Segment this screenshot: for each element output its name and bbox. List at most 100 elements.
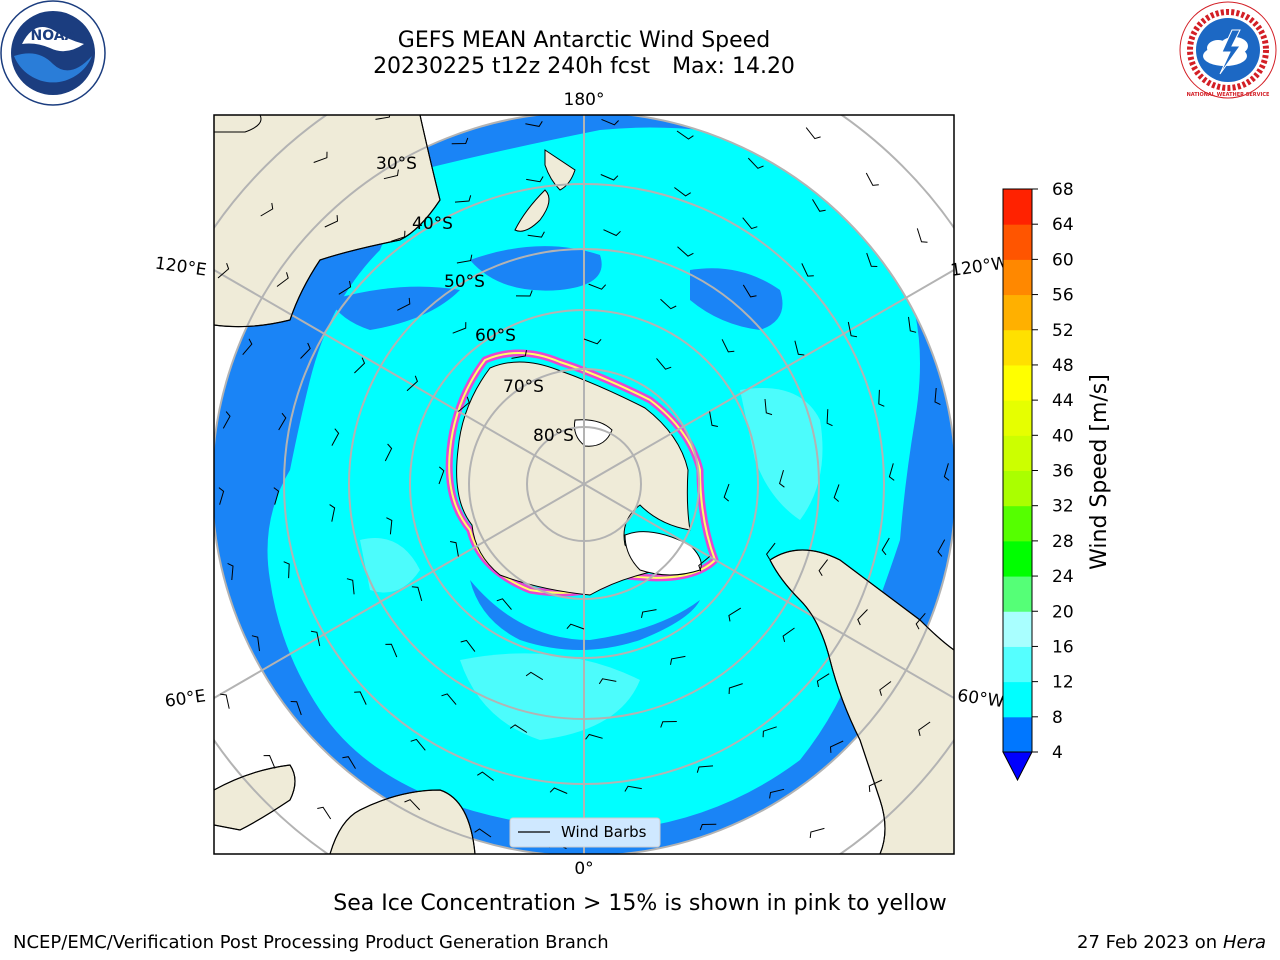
wind-barb [509,724,528,733]
wind-barb [566,623,585,630]
colorbar-segment [1003,224,1032,260]
colorbar-tick-label: 36 [1052,462,1074,482]
wind-barb [728,607,742,622]
wind-barb [588,283,607,290]
wind-barb [818,559,828,577]
wind-barb [406,375,418,392]
wind-barb [460,639,476,652]
wind-barb [881,537,890,556]
colorbar-under-arrow [1002,751,1033,782]
colorbar-tick-label: 60 [1052,250,1074,270]
land-africa [329,789,476,854]
colorbar-tick-label: 8 [1052,708,1063,728]
wind-barb [454,195,472,203]
wind-barb [458,396,470,412]
wind-barb [456,254,473,264]
colorbar-segment [1003,681,1032,718]
wind-barb [764,398,773,416]
lon-label-60w: 60°W [956,686,1005,712]
sea-ice-inner [448,351,716,594]
coastline-madagascar [214,764,296,831]
wind-barb [260,202,274,217]
wind-barb [354,357,366,374]
wind-barb [721,339,735,353]
colorbar-tick-label: 64 [1052,215,1074,235]
legend-label: Wind Barbs [561,823,647,841]
wind-barb [709,411,718,427]
wind-barb [290,701,302,716]
wind-barb [346,578,355,595]
noaa-logo-text: NOAA [31,28,76,44]
wind-barb [515,290,533,297]
credit-date: 27 Feb 2023 on [1077,932,1218,953]
wind-barb [600,174,619,181]
wind-barb [829,740,844,753]
wind-barb [805,127,821,140]
wind-barb [384,443,393,462]
colorbar-segment [1003,364,1032,401]
wind-barb [218,487,225,505]
max-value: Max: 14.20 [672,54,795,79]
wind-barb [404,799,421,811]
wind-barb [857,609,868,626]
colorbar-tick-label: 16 [1052,637,1074,657]
colorbar-tick-label: 12 [1052,673,1074,693]
wind-barb [220,693,230,709]
coastline-south-america [769,549,954,854]
wind-barb [496,598,512,610]
noaa-logo: NOAA [0,0,106,106]
wind-barb [915,612,926,630]
lon-label-120w: 120°W [949,253,1009,281]
wind-barb [782,627,795,643]
wind-barb [283,561,290,579]
colorbar-segment [1003,400,1032,436]
map-frame [213,114,955,855]
latitude-labels: 30°S 40°S 50°S 60°S 70°S 80°S [376,154,574,446]
wind-barb [699,823,717,831]
wind-barb [222,411,231,429]
colorbar-segment [1003,189,1032,225]
wind-barb [273,487,280,505]
colorbar-tick-label: 32 [1052,497,1074,517]
wind-barb [242,338,253,356]
wind-barb [879,681,892,696]
wind-barb [386,517,393,535]
wind-barb [878,389,885,407]
lat-label-70s: 70°S [503,377,544,397]
wind-barb [310,630,321,647]
colorbar-label: Wind Speed [m/s] [1087,374,1112,570]
wind-barb [943,463,950,481]
wind-barb [441,693,457,705]
wind-barb [451,137,469,145]
colorbar-tick-label: 24 [1052,567,1074,587]
wind-barb [674,187,691,197]
colorbar-segment [1003,540,1032,577]
wind-barb [276,272,289,287]
coastline-australia [214,115,441,328]
map-legend: Wind Barbs [509,817,661,848]
wind-barb [397,297,411,311]
wind-barb [916,228,928,243]
wind-barb [300,342,311,359]
wind-barb [585,733,603,740]
nws-logo-text: NATIONAL WEATHER SERVICE [1187,92,1270,98]
map-title: GEFS MEAN Antarctic Wind Speed [397,28,771,53]
wind-barb [660,721,677,728]
colorbar-tick-label: 56 [1052,286,1074,306]
wind-patch-weak-2 [690,268,783,330]
colorbar-tick-label: 44 [1052,391,1074,411]
wind-barb [438,466,445,485]
wind-barb [329,504,336,522]
wind-barb [474,828,492,838]
wind-barb [331,428,340,446]
lon-label-180: 180° [564,90,605,110]
lat-label-40s: 40°S [412,214,453,234]
wind-barb [603,229,621,237]
wind-barb [908,316,917,333]
wind-barb [477,771,494,781]
wind-barb [583,338,602,345]
wind-barb [526,176,544,183]
wind-barb [411,586,423,602]
